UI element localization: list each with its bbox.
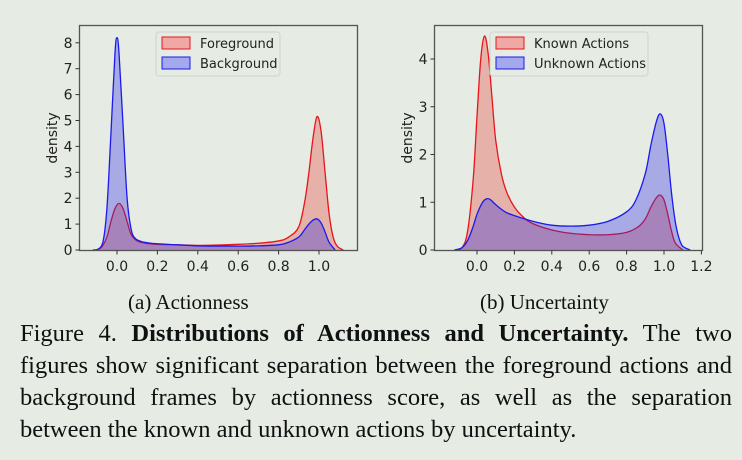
- line-foreground: [92, 115, 344, 251]
- plot-frame: [78, 24, 359, 252]
- y-tick-label: 7: [64, 62, 73, 78]
- y-axis-label: density: [400, 112, 416, 163]
- y-tick-label: 5: [64, 114, 73, 130]
- legend-swatch-background: [161, 56, 191, 70]
- y-tick-label: 6: [64, 88, 73, 104]
- figure-caption: Figure 4. Distributions of Actionness an…: [20, 318, 732, 446]
- legend-label-background: Background: [200, 57, 278, 72]
- x-tick-label: 0.0: [106, 259, 128, 275]
- y-axis-ticks: 0 1 2 3 4: [419, 52, 435, 259]
- y-tick-label: 1: [419, 195, 428, 211]
- line-unknown-actions: [454, 113, 691, 251]
- area-background: [96, 37, 336, 250]
- caption-label: Figure 4.: [20, 320, 117, 347]
- legend-label-foreground: Foreground: [200, 37, 274, 52]
- density-areas: [92, 36, 344, 251]
- y-tick-label: 8: [64, 36, 73, 52]
- y-tick-label: 1: [64, 217, 73, 233]
- legend: Foreground Background: [155, 31, 281, 77]
- legend-swatch-known: [495, 36, 525, 50]
- legend-swatch-foreground: [161, 36, 191, 50]
- uncertainty-chart: 0 1 2 3 4 0.0 0.2 0.4 0.6 0.8 1.0 1.2 density Know…: [400, 24, 713, 275]
- legend-label-unknown: Unknown Actions: [534, 57, 646, 72]
- y-tick-label: 4: [64, 139, 73, 155]
- caption-title: Distributions of Actionness and Uncertai…: [131, 320, 629, 347]
- subcaption-b: (b) Uncertainty: [480, 290, 609, 314]
- line-background: [96, 36, 336, 251]
- subcaption-a: (a) Actionness: [128, 290, 249, 314]
- area-foreground: [92, 116, 344, 250]
- y-axis-label: density: [45, 112, 61, 163]
- x-tick-label: 0.0: [466, 259, 488, 275]
- y-tick-label: 0: [64, 243, 73, 259]
- x-tick-label: 1.2: [690, 259, 712, 275]
- x-axis-ticks: 0.0 0.2 0.4 0.6 0.8 1.0 1.2: [466, 250, 713, 275]
- y-tick-label: 2: [419, 148, 428, 164]
- density-areas: [454, 35, 691, 251]
- y-tick-label: 3: [419, 100, 428, 116]
- x-tick-label: 0.4: [187, 259, 209, 275]
- x-tick-label: 0.4: [541, 259, 563, 275]
- x-tick-label: 0.8: [267, 259, 289, 275]
- legend: Known Actions Unknown Actions: [489, 31, 649, 77]
- x-tick-label: 0.6: [578, 259, 600, 275]
- legend-label-known: Known Actions: [534, 37, 629, 52]
- actionness-chart: 0 1 2 3 4 5 6 7 8 0.0 0.2 0.4 0.6 0.8 1.0 density For…: [45, 24, 359, 275]
- y-tick-label: 0: [419, 243, 428, 259]
- y-tick-label: 4: [419, 52, 428, 68]
- x-tick-label: 1.0: [653, 259, 675, 275]
- line-known-actions: [454, 35, 684, 251]
- y-axis-ticks: 0 1 2 3 4 5 6 7 8: [64, 36, 80, 259]
- figure-area: 0 1 2 3 4 5 6 7 8 0.0 0.2 0.4 0.6 0.8 1.0 density For…: [45, 24, 713, 275]
- x-tick-label: 0.2: [503, 259, 525, 275]
- y-tick-label: 3: [64, 165, 73, 181]
- area-known-actions: [454, 36, 683, 250]
- x-tick-label: 1.0: [308, 259, 330, 275]
- y-tick-label: 2: [64, 191, 73, 207]
- x-tick-label: 0.6: [227, 259, 249, 275]
- plot-frame: [433, 24, 704, 252]
- x-tick-label: 0.8: [615, 259, 637, 275]
- caption-body: The two figures show significant separat…: [20, 320, 732, 443]
- legend-swatch-unknown: [495, 56, 525, 70]
- x-axis-ticks: 0.0 0.2 0.4 0.6 0.8 1.0: [106, 250, 330, 275]
- x-tick-label: 0.2: [146, 259, 168, 275]
